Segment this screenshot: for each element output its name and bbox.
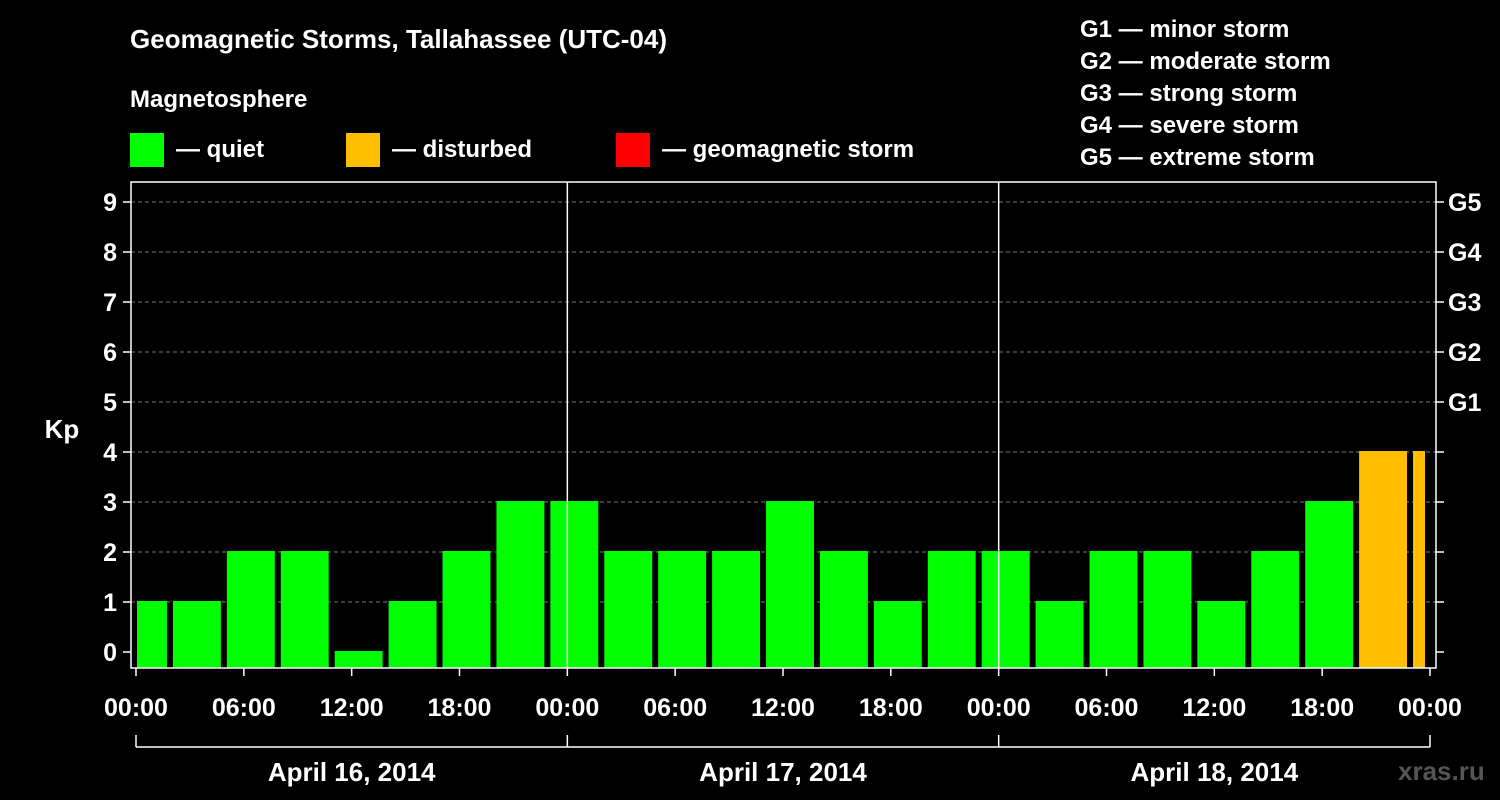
legend-label-quiet: — quiet bbox=[176, 136, 264, 163]
storm-scale-g3: G3 — strong storm bbox=[1080, 80, 1298, 107]
g-tick-label: G2 bbox=[1448, 339, 1481, 367]
kp-bar-12 bbox=[766, 501, 814, 668]
kp-bar-7 bbox=[496, 501, 545, 668]
kp-bar-8 bbox=[550, 501, 599, 668]
g-tick-label: G3 bbox=[1448, 289, 1481, 317]
kp-bar-6 bbox=[442, 551, 491, 668]
day-label: April 18, 2014 bbox=[1131, 757, 1299, 787]
kp-bar-11 bbox=[712, 551, 761, 668]
x-tick-label: 12:00 bbox=[751, 694, 815, 722]
y-tick-label: 1 bbox=[103, 589, 117, 617]
y-tick-label: 2 bbox=[103, 539, 117, 567]
y-axis-label: Kp bbox=[45, 414, 80, 444]
storm-scale-g1: G1 — minor storm bbox=[1080, 16, 1290, 43]
storm-scale-g2: G2 — moderate storm bbox=[1080, 48, 1331, 75]
kp-bar-2 bbox=[226, 551, 275, 668]
x-tick-label: 18:00 bbox=[1290, 694, 1354, 722]
y-tick-label: 5 bbox=[103, 389, 117, 417]
legend-swatch-disturbed bbox=[346, 133, 380, 167]
kp-bar-23 bbox=[1359, 451, 1408, 668]
kp-bar-9 bbox=[604, 551, 653, 668]
kp-bar-3 bbox=[280, 551, 329, 668]
legend-swatch-quiet bbox=[130, 133, 164, 167]
x-tick-label: 18:00 bbox=[428, 694, 492, 722]
day-label: April 17, 2014 bbox=[699, 757, 867, 787]
legend-item-quiet: — quiet bbox=[130, 133, 264, 167]
y-tick-label: 8 bbox=[103, 239, 117, 267]
x-tick-label: 12:00 bbox=[1182, 694, 1246, 722]
legend-swatch-storm bbox=[616, 133, 650, 167]
kp-bar-10 bbox=[658, 551, 707, 668]
kp-bar-1 bbox=[172, 601, 221, 668]
x-tick-label: 00:00 bbox=[967, 694, 1031, 722]
x-tick-label: 06:00 bbox=[1075, 694, 1139, 722]
y-tick-label: 3 bbox=[103, 489, 117, 517]
g-tick-label: G4 bbox=[1448, 239, 1481, 267]
kp-bar-18 bbox=[1089, 551, 1138, 668]
chart-title: Geomagnetic Storms, Tallahassee (UTC-04) bbox=[130, 24, 668, 54]
watermark: xras.ru bbox=[1398, 756, 1485, 786]
kp-bar-5 bbox=[388, 601, 437, 668]
x-tick-label: 06:00 bbox=[212, 694, 276, 722]
kp-bar-4 bbox=[334, 651, 383, 668]
kp-bar-19 bbox=[1143, 551, 1192, 668]
kp-bar-21 bbox=[1251, 551, 1300, 668]
x-tick-label: 06:00 bbox=[643, 694, 707, 722]
x-tick-label: 00:00 bbox=[104, 694, 168, 722]
y-tick-label: 6 bbox=[103, 339, 117, 367]
y-tick-label: 7 bbox=[103, 289, 117, 317]
x-tick-label: 00:00 bbox=[535, 694, 599, 722]
x-tick-label: 00:00 bbox=[1398, 694, 1462, 722]
y-tick-label: 9 bbox=[103, 189, 117, 217]
legend-item-disturbed: — disturbed bbox=[346, 133, 532, 167]
storm-scale-g5: G5 — extreme storm bbox=[1080, 144, 1315, 171]
storm-scale-legend: G1 — minor storm G2 — moderate storm G3 … bbox=[1080, 14, 1331, 174]
legend-label-disturbed: — disturbed bbox=[392, 136, 533, 163]
y-tick-label: 0 bbox=[103, 639, 117, 667]
kp-bar-17 bbox=[1035, 601, 1084, 668]
day-label: April 16, 2014 bbox=[268, 757, 436, 787]
g-tick-label: G1 bbox=[1448, 389, 1481, 417]
legend-item-storm: — geomagnetic storm bbox=[616, 133, 914, 167]
x-tick-label: 12:00 bbox=[320, 694, 384, 722]
g-tick-label: G5 bbox=[1448, 189, 1481, 217]
storm-scale-g4: G4 — severe storm bbox=[1080, 112, 1299, 139]
y-tick-label: 4 bbox=[103, 439, 117, 467]
legend-label-storm: — geomagnetic storm bbox=[662, 136, 915, 163]
kp-bar-20 bbox=[1197, 601, 1246, 668]
kp-bar-16 bbox=[981, 551, 1030, 668]
kp-bar-14 bbox=[873, 601, 922, 668]
x-tick-label: 18:00 bbox=[859, 694, 923, 722]
kp-bar-24 bbox=[1413, 451, 1425, 668]
kp-bar-22 bbox=[1305, 501, 1354, 668]
kp-bar-13 bbox=[819, 551, 868, 668]
legend-heading: Magnetosphere bbox=[130, 86, 308, 113]
kp-bar-0 bbox=[137, 601, 167, 668]
kp-bar-15 bbox=[927, 551, 976, 668]
